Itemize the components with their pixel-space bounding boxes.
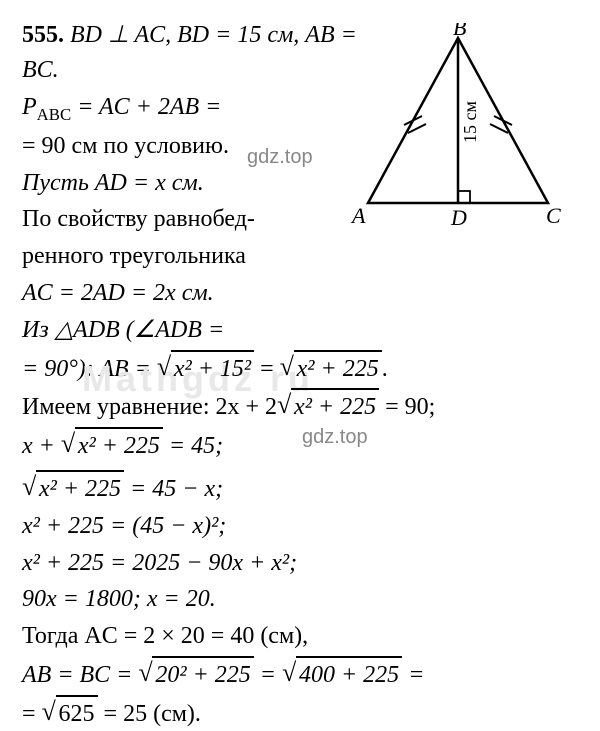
p-sym: P <box>22 94 37 120</box>
line-15: Тогда AC = 2 × 20 = 40 (см), <box>22 619 578 654</box>
l16-eq: = <box>254 662 282 688</box>
sqrt2-c: x² + 225 <box>294 350 382 387</box>
line-7: AC = 2AD = 2x см. <box>22 276 362 311</box>
sqrt5-c: x² + 225 <box>36 470 124 507</box>
line-13: x² + 225 = 2025 − 90x + x²; <box>22 546 578 581</box>
line-9: Имеем уравнение: 2x + 2 x² + 225 = 90; <box>22 388 578 425</box>
sqrt8-c: 625 <box>56 695 98 731</box>
sqrt-4: x² + 225 <box>61 427 163 464</box>
given-text: BD ⊥ AC, BD = 15 см, AB = BC. <box>22 22 357 83</box>
line-8a: Из △ADB (∠ADB = <box>22 313 362 348</box>
l17b: = 25 (см). <box>98 701 201 727</box>
l11b: = 45 − x; <box>124 476 223 502</box>
l10b: = 45; <box>163 433 223 459</box>
svg-text:C: C <box>546 203 561 228</box>
svg-text:15 см: 15 см <box>460 101 480 143</box>
line-1: 555. BD ⊥ AC, BD = 15 см, AB = BC. <box>22 18 362 88</box>
line-10: x + x² + 225 = 45; <box>22 427 578 464</box>
l10a: x + <box>22 433 61 459</box>
svg-text:A: A <box>350 203 366 228</box>
sqrt3-c: x² + 225 <box>291 388 379 425</box>
sqrt-1: x² + 15² <box>157 350 254 387</box>
l9b: = 90; <box>379 394 435 420</box>
sqrt-5: x² + 225 <box>22 470 124 507</box>
problem-number: 555. <box>22 22 64 48</box>
line-11: x² + 225 = 45 − x; <box>22 470 578 507</box>
line-6: ренного треугольника <box>22 239 362 274</box>
sqrt4-c: x² + 225 <box>75 427 163 464</box>
sqrt7-c: 400 + 225 <box>296 656 402 693</box>
l17a: = <box>22 701 42 727</box>
sqrt1-c: x² + 15² <box>171 350 254 387</box>
svg-text:D: D <box>450 205 467 230</box>
sqrt-8: 625 <box>42 695 98 731</box>
p-sub: ABC <box>37 104 72 123</box>
line-17: = 625 = 25 (см). <box>22 695 578 731</box>
l16a: AB = BC = <box>22 662 138 688</box>
svg-text:B: B <box>453 23 466 40</box>
line-14: 90x = 1800; x = 20. <box>22 582 578 617</box>
sqrt6-c: 20² + 225 <box>152 656 253 693</box>
sqrt-7: 400 + 225 <box>282 656 402 693</box>
watermark-1: gdz.top <box>247 143 313 172</box>
sqrt-2: x² + 225 <box>280 350 382 387</box>
l8-end: . <box>382 356 388 382</box>
l16b: = <box>402 662 424 688</box>
sqrt-6: 20² + 225 <box>138 656 253 693</box>
triangle-figure: B A D C 15 см <box>348 23 568 233</box>
p-expr: = AC + 2AB = <box>71 94 221 120</box>
line4-text: Пусть AD = x см. <box>22 170 204 196</box>
line-12: x² + 225 = (45 − x)²; <box>22 509 578 544</box>
line-5: По свойству равнобед- <box>22 202 362 237</box>
l9a: Имеем уравнение: 2x + 2 <box>22 394 277 420</box>
line-2: PABC = AC + 2AB = <box>22 90 362 127</box>
line-16: AB = BC = 20² + 225 = 400 + 225 = <box>22 656 578 693</box>
solution-content: Mathgdz ru B A D C 15 см 555. BD ⊥ AC, B… <box>22 18 578 731</box>
sqrt-3: x² + 225 <box>277 388 379 425</box>
watermark-2: gdz.top <box>302 423 368 452</box>
